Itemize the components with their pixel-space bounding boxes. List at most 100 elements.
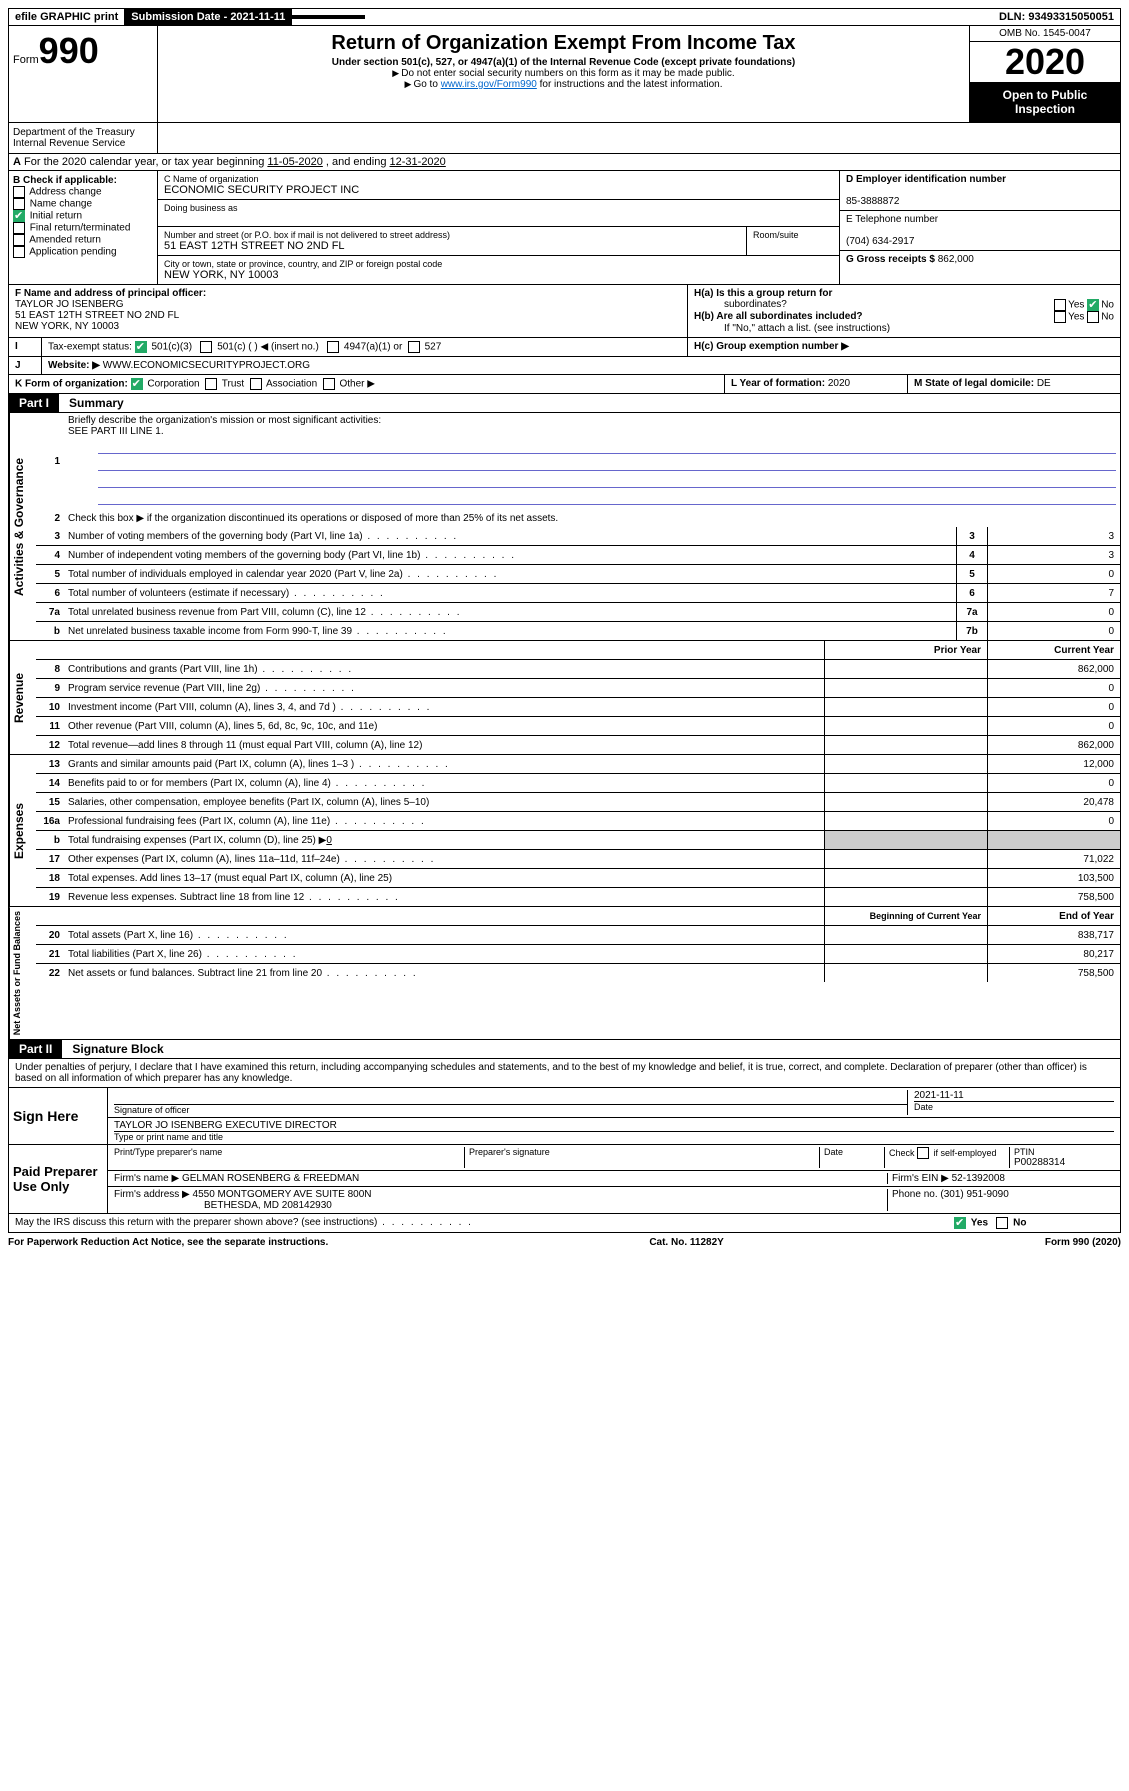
website-value[interactable]: WWW.ECONOMICSECURITYPROJECT.ORG [103,360,310,371]
other-checkbox[interactable] [323,378,335,390]
val21: 80,217 [987,945,1120,963]
col-c-org: C Name of organization ECONOMIC SECURITY… [158,171,839,284]
ha-no-checkbox[interactable] [1087,299,1099,311]
gov-sidebar: Activities & Governance [9,413,36,640]
final-label: Final return/terminated [30,223,131,234]
discuss-no-checkbox[interactable] [996,1217,1008,1229]
val7a: 0 [987,603,1120,621]
line6: Total number of volunteers (estimate if … [64,586,956,601]
trust-label: Trust [222,379,244,390]
hb-yes-checkbox[interactable] [1054,311,1066,323]
form-number-box: Form990 [9,26,158,122]
hb-no: No [1101,312,1114,323]
name-title-label: Type or print name and title [114,1131,1114,1142]
part1-header: Part I Summary [8,394,1121,413]
hb-no-checkbox[interactable] [1087,311,1099,323]
val5: 0 [987,565,1120,583]
footer: For Paperwork Reduction Act Notice, see … [8,1233,1121,1252]
val14: 0 [987,774,1120,792]
sign-here-label: Sign Here [9,1088,107,1144]
line3: Number of voting members of the governin… [64,529,956,544]
inspection-label: Open to Public Inspection [970,82,1120,122]
line18: Total expenses. Add lines 13–17 (must eq… [64,871,824,886]
org-name: ECONOMIC SECURITY PROJECT INC [164,184,833,196]
omb-number: OMB No. 1545-0047 [970,26,1120,42]
part2-title: Signature Block [62,1040,173,1058]
assoc-label: Association [266,379,317,390]
app-pending-label: Application pending [29,247,116,258]
line10: Investment income (Part VIII, column (A)… [64,700,824,715]
addr-change-label: Address change [29,187,101,198]
col-b-checkboxes: B Check if applicable: Address change Na… [9,171,158,284]
527-label: 527 [425,342,442,353]
discuss-yes-checkbox[interactable] [954,1217,966,1229]
final-return-checkbox[interactable] [13,222,25,234]
501c-checkbox[interactable] [200,341,212,353]
org-city: NEW YORK, NY 10003 [164,269,833,281]
line16b: Total fundraising expenses (Part IX, col… [64,833,824,848]
l-label: L Year of formation: [731,378,825,389]
officer-name: TAYLOR JO ISENBERG [15,299,124,310]
a-end: 12-31-2020 [390,156,446,168]
governance-block: Activities & Governance 1 Briefly descri… [8,413,1121,641]
other-label: Other ▶ [339,379,374,390]
line4: Number of independent voting members of … [64,548,956,563]
efile-label[interactable]: efile GRAPHIC print [9,9,125,25]
ha-yes-checkbox[interactable] [1054,299,1066,311]
val15: 20,478 [987,793,1120,811]
self-emp-checkbox[interactable] [917,1147,929,1159]
irs-link[interactable]: www.irs.gov/Form990 [441,79,537,90]
part2-label: Part II [9,1040,62,1058]
b-header: B Check if applicable: [13,175,117,186]
prep-sig-label: Preparer's signature [465,1147,820,1168]
eoy-header: End of Year [987,907,1120,925]
officer-name-title: TAYLOR JO ISENBERG EXECUTIVE DIRECTOR [114,1120,1114,1131]
assoc-checkbox[interactable] [250,378,262,390]
val7b: 0 [987,622,1120,640]
val20: 838,717 [987,926,1120,944]
revenue-block: Revenue Prior Year Current Year 8 Contri… [8,641,1121,755]
line19: Revenue less expenses. Subtract line 18 … [64,890,824,905]
501c3-checkbox[interactable] [135,341,147,353]
phone-label: E Telephone number [846,214,938,225]
line22: Net assets or fund balances. Subtract li… [64,966,824,981]
4947-checkbox[interactable] [327,341,339,353]
self-emp-check: Check if self-employed [889,1148,997,1158]
line20: Total assets (Part X, line 16) [64,928,824,943]
val13: 12,000 [987,755,1120,773]
gross-value: 862,000 [938,254,974,265]
527-checkbox[interactable] [408,341,420,353]
a-begin: 11-05-2020 [267,156,322,168]
name-change-label: Name change [30,199,92,210]
city-label: City or town, state or province, country… [164,259,833,269]
amended-checkbox[interactable] [13,234,25,246]
net-sidebar: Net Assets or Fund Balances [9,907,36,1039]
blank-btn[interactable] [292,15,365,19]
paid-label: Paid Preparer Use Only [9,1145,107,1213]
row-f-h: F Name and address of principal officer:… [8,285,1121,338]
submission-date-btn[interactable]: Submission Date - 2021-11-11 [125,9,292,25]
form-header: Form990 Return of Organization Exempt Fr… [8,26,1121,123]
part1-title: Summary [59,394,134,412]
entity-grid: B Check if applicable: Address change Na… [8,171,1121,285]
trust-checkbox[interactable] [205,378,217,390]
row-i: I Tax-exempt status: 501(c)(3) 501(c) ( … [8,338,1121,357]
room-label: Room/suite [753,230,833,240]
discuss-no: No [1013,1218,1026,1229]
ein-value: 85-3888872 [846,196,899,207]
firm-addr-label: Firm's address ▶ [114,1189,190,1200]
initial-return-checkbox[interactable] [13,210,25,222]
val4: 3 [987,546,1120,564]
topbar: efile GRAPHIC print Submission Date - 20… [8,8,1121,26]
line8: Contributions and grants (Part VIII, lin… [64,662,824,677]
corp-checkbox[interactable] [131,378,143,390]
val16a: 0 [987,812,1120,830]
a-pre: For the 2020 calendar year, or tax year … [24,156,267,168]
line12: Total revenue—add lines 8 through 11 (mu… [64,738,824,753]
note2-post: for instructions and the latest informat… [537,79,723,90]
dept2: Internal Revenue Service [13,138,125,149]
tax-status-label: Tax-exempt status: [48,342,132,353]
expenses-block: Expenses 13 Grants and similar amounts p… [8,755,1121,907]
addr-change-checkbox[interactable] [13,186,25,198]
app-pending-checkbox[interactable] [13,246,25,258]
